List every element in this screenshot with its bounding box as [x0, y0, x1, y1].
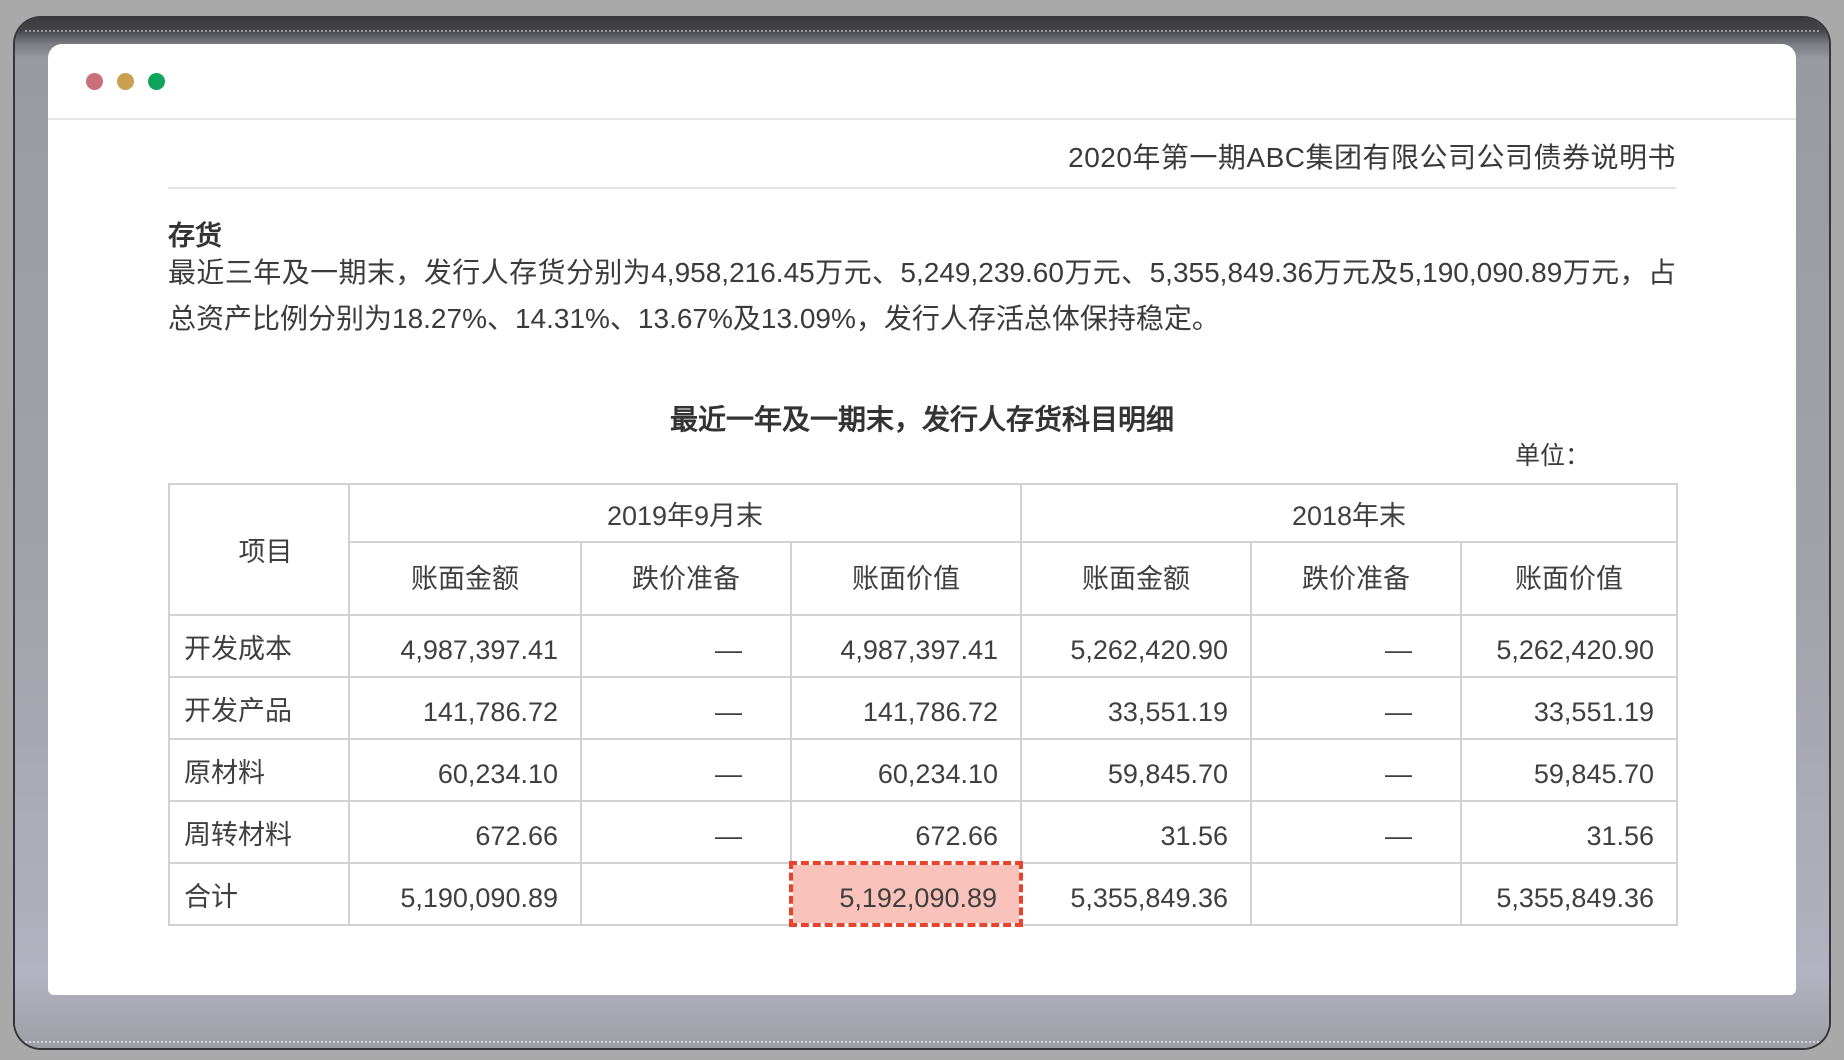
value-cell: 59,845.70: [1460, 738, 1679, 802]
highlighted-total-cell[interactable]: 5,192,090.89: [788, 861, 1024, 927]
value-cell: —: [580, 614, 792, 678]
column-header-book-amount: 账面金额: [1020, 541, 1253, 616]
value-cell: —: [580, 738, 792, 802]
value-cell: [580, 862, 792, 926]
value-cell: 5,355,849.36: [1460, 862, 1679, 926]
table-header-sub-row: 账面金额 跌价准备 账面价值 账面金额 跌价准备 账面价值: [169, 541, 1679, 616]
table-row: 周转材料 672.66—672.66 31.56—31.56: [168, 800, 1679, 864]
value-cell: 33,551.19: [1460, 676, 1679, 740]
value-cell: 5,262,420.90: [1460, 614, 1679, 678]
unit-label: 单位：: [1514, 442, 1590, 470]
table-title: 最近一年及一期末，发行人存货科目明细: [669, 404, 1174, 435]
row-item-label: 开发成本: [168, 614, 350, 678]
column-header-impairment: 跌价准备: [1250, 541, 1463, 616]
value-cell: [1250, 862, 1463, 926]
value-cell: —: [1250, 676, 1463, 740]
value-cell: 33,551.19: [1020, 676, 1253, 740]
row-item-label: 开发产品: [168, 676, 350, 740]
table-row: 开发成本 4,987,397.41—4,987,397.41 5,262,420.9…: [168, 614, 1679, 678]
header-top-divider: [48, 118, 1796, 120]
column-header-book-amount: 账面金额: [348, 541, 582, 616]
section-heading: 存货: [168, 221, 222, 251]
table-header-period-row: 项目 2019年9月末 2018年末: [168, 483, 1679, 616]
value-cell: —: [1250, 800, 1463, 864]
table-row: 开发产品 141,786.72—141,786.72 33,551.19—33,55…: [168, 676, 1679, 740]
value-cell: 141,786.72: [348, 676, 582, 740]
document-header-title: 2020年第一期ABC集团有限公司公司债券说明书: [1068, 142, 1676, 173]
value-cell: —: [580, 676, 792, 740]
value-cell: 5,262,420.90: [1020, 614, 1253, 678]
maximize-window-icon[interactable]: [148, 73, 165, 90]
close-window-icon[interactable]: [86, 73, 103, 90]
value-cell: 59,845.70: [1020, 738, 1253, 802]
value-cell: —: [1250, 738, 1463, 802]
minimize-window-icon[interactable]: [117, 73, 134, 90]
column-header-period-2019: 2019年9月末: [347, 483, 1023, 543]
value-cell: 31.56: [1020, 800, 1253, 864]
value-cell: 5,355,849.36: [1020, 862, 1253, 926]
column-header-impairment: 跌价准备: [580, 541, 792, 616]
window-controls: [86, 73, 165, 90]
value-cell: 31.56: [1460, 800, 1679, 864]
column-header-book-value: 账面价值: [789, 541, 1023, 616]
value-cell: 672.66: [348, 800, 582, 864]
value-cell: 672.66: [789, 800, 1023, 864]
column-header-period-2018: 2018年末: [1020, 483, 1679, 543]
value-cell: 4,987,397.41: [348, 614, 582, 678]
table-row: 原材料 60,234.10—60,234.10 59,845.70—59,845.7…: [168, 738, 1679, 802]
value-cell: 4,987,397.41: [789, 614, 1023, 678]
value-cell: 141,786.72: [789, 676, 1023, 740]
row-item-label: 周转材料: [168, 800, 350, 864]
value-cell: —: [580, 800, 792, 864]
document-page: 2020年第一期ABC集团有限公司公司债券说明书 存货 最近三年及一期末，发行人…: [48, 44, 1796, 995]
value-cell: —: [1250, 614, 1463, 678]
header-bottom-divider: [168, 187, 1676, 189]
value-cell: 60,234.10: [789, 738, 1023, 802]
column-header-item: 项目: [168, 483, 350, 616]
value-cell: 60,234.10: [348, 738, 582, 802]
body-paragraph: 最近三年及一期末，发行人存货分别为4,958,216.45万元、5,249,23…: [168, 257, 1676, 334]
inventory-table: 项目 2019年9月末 2018年末 账面金额 跌价准备 账面价值 账面金额 跌…: [168, 483, 1679, 927]
table-row: 合计 5,190,090.89 5,192,090.89 5,355,849.36 5,…: [168, 861, 1679, 927]
row-item-label: 原材料: [168, 738, 350, 802]
table-body: 开发成本 4,987,397.41—4,987,397.41 5,262,420.9…: [168, 614, 1679, 927]
column-header-book-value: 账面价值: [1460, 541, 1679, 616]
row-item-label: 合计: [168, 862, 350, 926]
value-cell: 5,190,090.89: [348, 862, 582, 926]
